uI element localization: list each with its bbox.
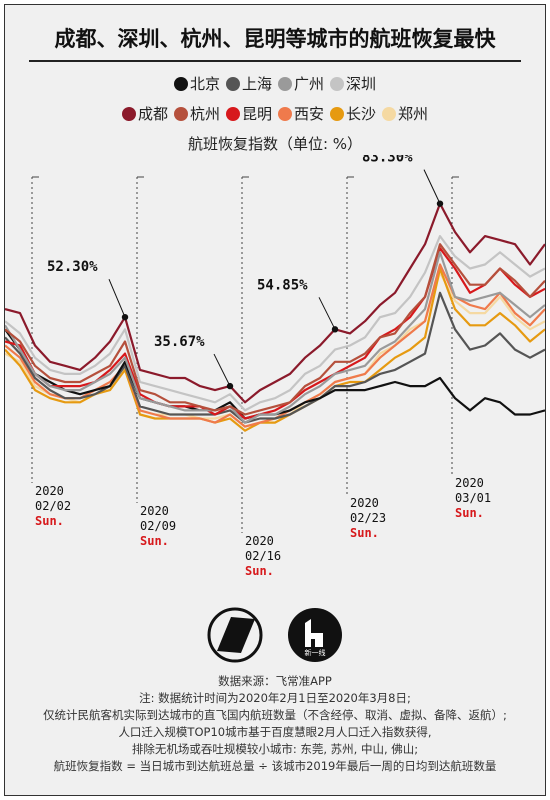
annotation-point [331, 326, 339, 333]
legend-swatch [121, 107, 136, 121]
annotation-point [121, 313, 129, 321]
legend-label: 深圳 [346, 75, 377, 93]
annotation-leader [213, 353, 231, 387]
legend-item: 成都 [121, 103, 168, 124]
annotation-point [436, 200, 444, 207]
legend-item: 郑州 [382, 103, 428, 124]
legend-label: 长沙 [346, 105, 377, 123]
annotation-leader [318, 297, 336, 330]
date-label-day: Sun. [245, 564, 274, 578]
legend-row-1: 北京 上海 广州 深圳 [5, 73, 545, 94]
date-label-year: 2020 [350, 496, 379, 510]
legend-item: 杭州 [173, 103, 220, 124]
legend-item: 长沙 [330, 103, 376, 124]
right-logo: 新一线 [288, 608, 342, 662]
date-label-day: Sun. [140, 534, 169, 548]
footer-notes: 数据来源：飞常准APP 注: 数据统计时间为2020年2月1日至2020年3月8日… [5, 673, 545, 775]
legend-item: 北京 [173, 73, 220, 94]
legend-swatch [225, 107, 240, 121]
footer-note: 航班恢复指数 = 当日城市到达航班总量 ÷ 该城市2019年最后一周的日均到达航… [53, 759, 497, 773]
title-divider [29, 60, 521, 62]
date-label-date: 03/01 [455, 491, 491, 505]
annotation-label: 83.30% [362, 155, 413, 166]
legend-item: 广州 [278, 73, 324, 94]
date-label-year: 2020 [455, 476, 484, 490]
date-label-year: 2020 [35, 484, 64, 498]
legend-row-2: 成都 杭州 昆明 西安 长沙 郑州 [5, 103, 545, 124]
legend-swatch [278, 77, 292, 91]
series-line-广州 [5, 251, 545, 424]
legend-swatch [382, 107, 397, 121]
series-line-上海 [5, 291, 545, 424]
series-line-郑州 [5, 271, 545, 428]
annotation-leader [108, 278, 126, 318]
annotation-label: 35.67% [154, 334, 205, 350]
legend-swatch [278, 107, 292, 121]
legend-item: 深圳 [330, 73, 376, 94]
legend-label: 上海 [241, 75, 272, 93]
date-label-date: 02/09 [140, 519, 176, 533]
legend-label: 郑州 [398, 105, 429, 123]
logos: 新一线 [207, 607, 342, 663]
date-label-date: 02/02 [35, 499, 71, 513]
annotation-leader [423, 169, 441, 204]
series-line-成都 [5, 202, 545, 404]
line-chart: 52.30%35.67%54.85%83.30%202002/02Sun.202… [5, 155, 545, 578]
left-logo [207, 607, 263, 663]
legend-item: 上海 [225, 73, 272, 94]
legend-label: 成都 [137, 105, 168, 123]
date-label-year: 2020 [140, 504, 169, 518]
series-line-深圳 [5, 234, 545, 412]
footer-note: 排除无机场或吞吐规模较小城市: 东莞, 苏州, 中山, 佛山; [131, 742, 419, 756]
infographic-frame: 成都、深圳、杭州、昆明等城市的航班恢复最快 北京 上海 广州 深圳 成都 杭州 昆明 西安 长… [4, 4, 546, 796]
date-label-day: Sun. [350, 526, 379, 540]
date-label-date: 02/23 [350, 511, 386, 525]
logo-text: 新一线 [305, 648, 326, 657]
legend-item: 昆明 [225, 103, 272, 124]
unit-label: 航班恢复指数（单位: %） [187, 135, 363, 153]
date-label-date: 02/16 [245, 549, 281, 563]
legend-label: 北京 [189, 75, 220, 93]
date-label-day: Sun. [35, 514, 64, 528]
legend-label: 西安 [294, 105, 325, 123]
series-line-杭州 [5, 243, 545, 416]
footer-note: 仅统计民航客机实际到达城市的直飞国内航班数量（不含经停、取消、虚拟、备降、返航）… [43, 708, 507, 722]
date-label-year: 2020 [245, 534, 274, 548]
legend-swatch [225, 77, 240, 91]
legend-item: 西安 [278, 103, 324, 124]
date-label-day: Sun. [455, 506, 484, 520]
legend-swatch [173, 107, 188, 121]
chart-title: 成都、深圳、杭州、昆明等城市的航班恢复最快 [54, 27, 496, 51]
footer-note: 注: 数据统计时间为2020年2月1日至2020年3月8日; [139, 691, 411, 705]
legend-label: 广州 [294, 75, 325, 93]
data-source: 数据来源：飞常准APP [218, 674, 332, 688]
annotation-label: 54.85% [257, 277, 308, 293]
footer-note: 人口迁入规模TOP10城市基于百度慧眼2月人口迁入指数获得, [118, 725, 432, 739]
legend-swatch [330, 107, 345, 121]
legend-label: 杭州 [189, 105, 220, 123]
legend-swatch [330, 77, 345, 91]
annotation-label: 52.30% [47, 259, 98, 275]
legend-label: 昆明 [241, 105, 272, 123]
legend-swatch [173, 77, 188, 91]
